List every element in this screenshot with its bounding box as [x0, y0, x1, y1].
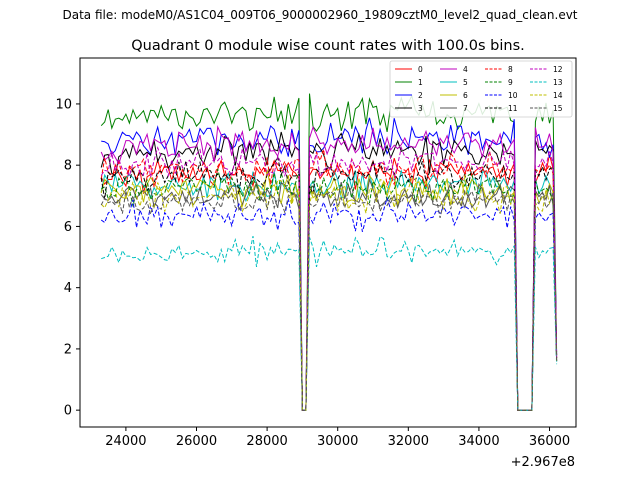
series-line-1 — [100, 93, 558, 411]
series-line-14 — [100, 174, 558, 411]
series-line-6 — [100, 169, 558, 411]
legend-label-11: 11 — [508, 104, 518, 113]
legend-label-13: 13 — [553, 78, 563, 87]
x-tick-label: 26000 — [176, 434, 217, 449]
legend-label-4: 4 — [463, 65, 468, 74]
legend-label-7: 7 — [463, 104, 468, 113]
series-line-4 — [100, 124, 558, 411]
legend-label-0: 0 — [418, 65, 423, 74]
series-line-15 — [100, 185, 558, 411]
plot-frame — [79, 57, 577, 428]
chart-title: Quadrant 0 module wise count rates with … — [131, 38, 525, 54]
y-tick-label: 0 — [64, 404, 72, 419]
series-line-12 — [100, 145, 558, 411]
series-layer — [100, 93, 558, 411]
legend-label-3: 3 — [418, 104, 423, 113]
legend-label-14: 14 — [553, 91, 563, 100]
series-line-10 — [100, 196, 558, 411]
series-line-9 — [100, 168, 558, 411]
series-line-2 — [101, 117, 558, 411]
x-tick-label: 30000 — [317, 434, 358, 449]
x-tick-label: 36000 — [529, 434, 570, 449]
legend-label-9: 9 — [508, 78, 513, 87]
data-file-header: Data file: modeM0/AS1C04_009T06_90000029… — [62, 8, 577, 22]
legend-label-5: 5 — [463, 78, 468, 87]
x-tick-label: 32000 — [388, 434, 429, 449]
legend-label-6: 6 — [463, 91, 468, 100]
legend-label-12: 12 — [553, 65, 563, 74]
legend-label-8: 8 — [508, 65, 513, 74]
x-offset-label: +2.967e8 — [511, 455, 575, 470]
y-tick-label: 10 — [55, 97, 72, 112]
series-line-8 — [100, 149, 558, 411]
legend-label-10: 10 — [508, 91, 518, 100]
y-tick-label: 8 — [64, 159, 72, 174]
legend-box — [389, 60, 573, 118]
legend-label-15: 15 — [553, 104, 563, 113]
series-line-13 — [101, 235, 558, 411]
series-line-11 — [100, 155, 558, 411]
axes-layer: 24000 26000 28000 30000 32000 34000 36000 0 2 4 6 8… — [55, 97, 570, 449]
y-tick-label: 4 — [64, 281, 72, 296]
series-line-7 — [100, 177, 558, 411]
x-tick-label: 24000 — [105, 434, 146, 449]
x-tick-label: 28000 — [246, 434, 287, 449]
x-tick-label: 34000 — [458, 434, 499, 449]
y-tick-label: 2 — [64, 342, 72, 357]
legend-label-2: 2 — [418, 91, 423, 100]
series-line-5 — [100, 169, 558, 411]
legend-label-1: 1 — [418, 78, 423, 87]
y-tick-label: 6 — [64, 220, 72, 235]
